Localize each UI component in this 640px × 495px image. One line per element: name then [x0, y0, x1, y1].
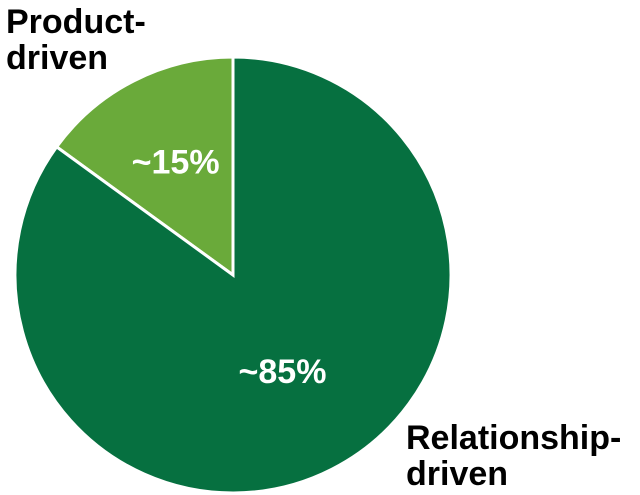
slice-label-line: Product- — [6, 3, 146, 41]
slice-label-line: driven — [406, 455, 509, 493]
slice-product-driven — [54, 55, 235, 278]
slice-value-product-driven: ~15% — [132, 143, 220, 181]
slice-value-relationship-driven: ~85% — [239, 353, 327, 391]
slice-label-relationship-driven: Relationship- driven — [406, 420, 621, 492]
slice-label-line: driven — [6, 39, 109, 77]
slice-label-line: Relationship- — [406, 419, 622, 457]
slice-label-product-driven: Product- driven — [6, 4, 146, 76]
slice-relationship-driven — [13, 55, 453, 495]
